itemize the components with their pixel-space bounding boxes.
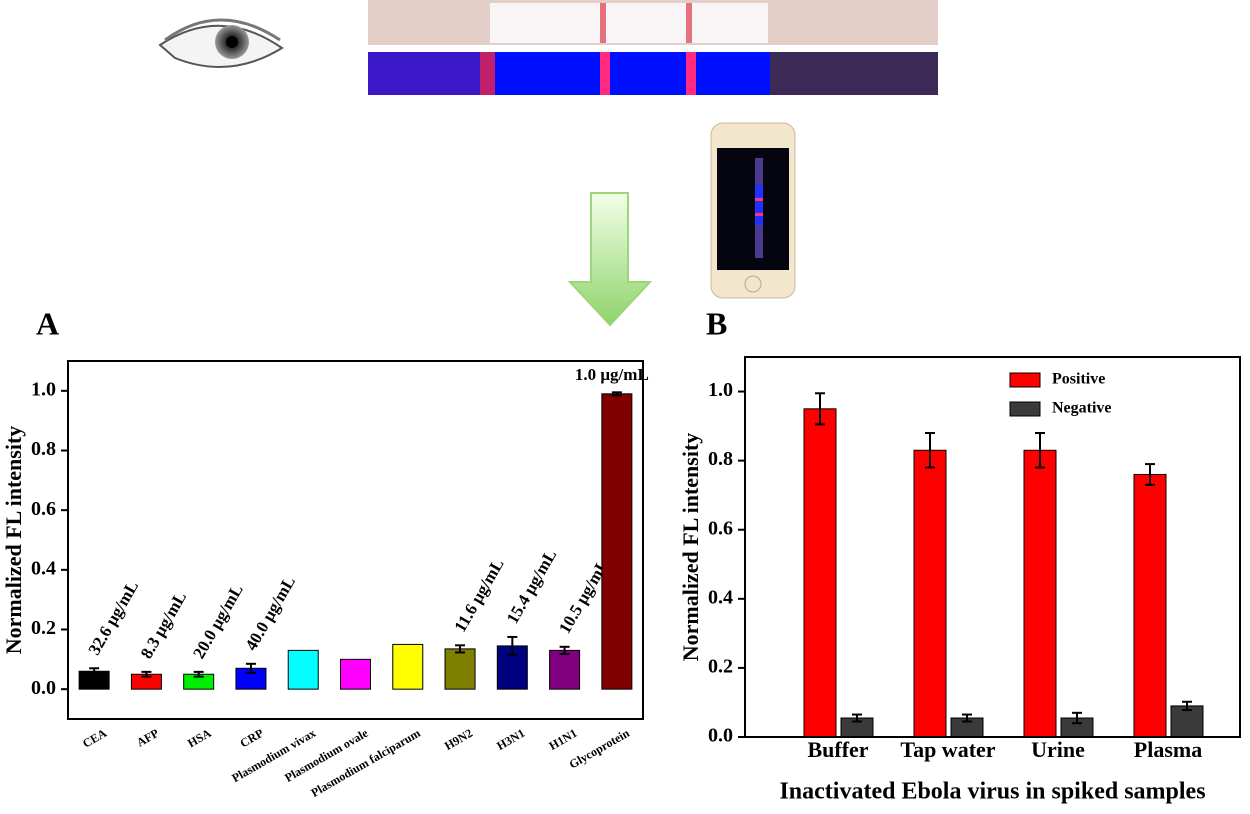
legend-swatch: [1009, 372, 1041, 388]
x-axis-label: Inactivated Ebola virus in spiked sample…: [779, 779, 1205, 805]
x-tick-label: AFP: [134, 726, 161, 750]
annotation: 40.0 μg/mL: [241, 573, 299, 654]
panel-label: B: [706, 305, 727, 341]
x-tick-label: Buffer: [807, 737, 868, 762]
x-tick-label: H3N1: [494, 726, 527, 753]
bar: [803, 408, 837, 738]
x-tick-label: Plasma: [1134, 737, 1202, 762]
bar: [549, 649, 581, 690]
bar: [1133, 473, 1167, 738]
bar: [340, 658, 371, 690]
y-tick-label: 1.0: [708, 379, 733, 401]
y-tick-label: 0.0: [31, 677, 56, 699]
y-tick-label: 0.4: [708, 586, 733, 608]
bar: [601, 393, 633, 690]
panel-label: A: [36, 305, 59, 341]
annotation: 20.0 μg/mL: [189, 581, 247, 662]
x-tick-label: Tap water: [900, 737, 995, 762]
y-tick-label: 0.6: [708, 517, 733, 539]
bar: [1023, 449, 1057, 738]
y-tick-label: 0.0: [708, 725, 733, 747]
y-tick-label: 0.6: [31, 498, 56, 520]
annotation: 1.0 μg/mL: [575, 365, 649, 384]
y-axis-label: Normalized FL intensity: [1, 426, 26, 655]
legend-label: Positive: [1052, 371, 1105, 388]
annotation: 15.4 μg/mL: [503, 546, 561, 627]
y-tick-label: 0.8: [708, 448, 733, 470]
x-tick-label: Urine: [1031, 737, 1085, 762]
x-tick-label: H1N1: [546, 726, 579, 753]
y-tick-label: 0.4: [31, 557, 56, 579]
annotation: 11.6 μg/mL: [450, 555, 507, 635]
x-tick-label: H9N2: [442, 726, 475, 753]
plot-frame: [744, 356, 1241, 738]
y-tick-label: 0.2: [31, 617, 56, 639]
test-strip-photo: [368, 0, 938, 95]
annotation: 8.3 μg/mL: [137, 588, 190, 661]
y-axis-label: Normalized FL intensity: [678, 433, 703, 662]
bar: [444, 648, 476, 690]
smartphone: [710, 122, 796, 299]
down-arrow: [567, 192, 653, 327]
x-tick-label: CRP: [237, 726, 265, 750]
y-tick-label: 1.0: [31, 378, 56, 400]
y-tick-label: 0.8: [31, 438, 56, 460]
annotation: 32.6 μg/mL: [85, 577, 143, 658]
eye-icon: [158, 18, 284, 68]
x-tick-label: Glycoprotein: [567, 726, 632, 772]
y-tick-label: 0.2: [708, 656, 733, 678]
x-tick-label: HSA: [185, 726, 214, 751]
plot-frame: [67, 360, 644, 720]
bar: [287, 649, 319, 690]
bar: [392, 643, 424, 690]
bar: [913, 449, 947, 738]
x-tick-label: CEA: [80, 726, 109, 751]
legend-label: Negative: [1052, 400, 1112, 417]
legend-swatch: [1009, 401, 1041, 417]
